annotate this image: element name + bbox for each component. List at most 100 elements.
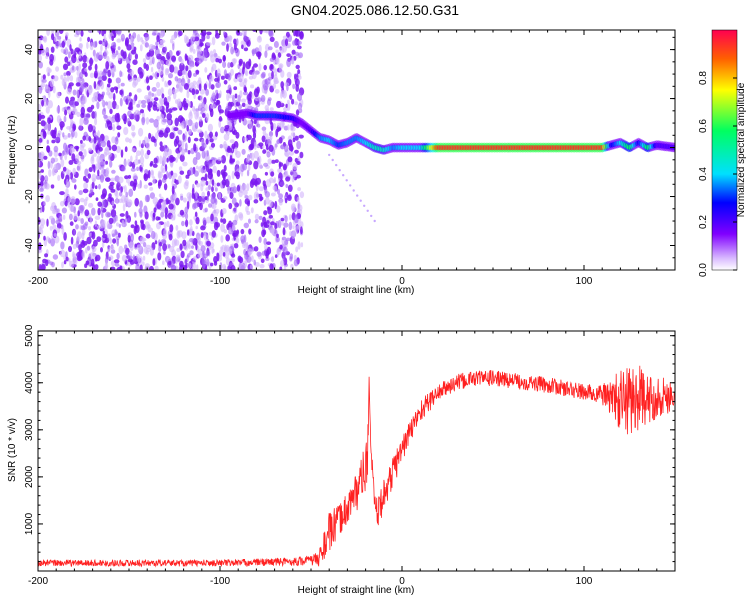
noise-speck	[266, 241, 272, 245]
noise-speck	[107, 100, 113, 110]
noise-speck	[119, 70, 122, 78]
noise-speck	[130, 233, 134, 242]
noise-speck	[152, 258, 156, 266]
noise-speck	[218, 120, 222, 128]
noise-speck	[272, 83, 277, 89]
noise-speck	[115, 104, 120, 110]
noise-speck	[98, 146, 103, 152]
noise-speck	[139, 264, 143, 270]
noise-speck	[193, 143, 197, 152]
noise-speck	[96, 101, 100, 110]
noise-speck	[297, 79, 300, 86]
faint-diagonal-point	[356, 194, 359, 197]
noise-speck	[80, 144, 85, 152]
noise-speck	[280, 217, 285, 222]
noise-speck	[116, 30, 122, 35]
noise-speck	[227, 72, 232, 81]
noise-speck	[182, 134, 187, 142]
y-tick-label: 1000	[24, 512, 35, 535]
y-tick-label: -40	[24, 238, 35, 253]
noise-speck	[146, 85, 151, 91]
noise-speck	[179, 243, 183, 251]
noise-speck	[170, 161, 174, 168]
noise-speck	[111, 35, 114, 42]
noise-speck	[44, 86, 51, 93]
noise-speck	[89, 189, 94, 195]
noise-speck	[220, 223, 226, 233]
noise-speck	[257, 51, 261, 60]
noise-speck	[137, 99, 143, 105]
noise-speck	[211, 179, 215, 187]
noise-speck	[123, 185, 127, 194]
noise-speck	[126, 178, 130, 184]
noise-speck	[151, 32, 157, 36]
noise-speck	[80, 106, 86, 116]
noise-speck	[198, 103, 203, 109]
noise-speck	[103, 51, 107, 60]
noise-speck	[135, 154, 138, 161]
spectrogram-frame	[37, 29, 676, 271]
noise-speck	[149, 265, 154, 270]
noise-speck	[39, 206, 43, 214]
noise-speck	[115, 50, 119, 56]
noise-speck	[147, 227, 153, 233]
noise-speck	[158, 193, 162, 198]
noise-speck	[148, 132, 152, 140]
noise-speck	[102, 233, 108, 239]
noise-speck	[134, 197, 139, 207]
noise-speck	[129, 52, 132, 60]
noise-speck	[269, 135, 273, 141]
noise-speck	[131, 77, 135, 81]
noise-speck	[223, 229, 227, 234]
noise-speck	[45, 175, 49, 182]
noise-speck	[61, 207, 67, 214]
noise-speck	[175, 224, 179, 231]
noise-speck	[38, 158, 41, 167]
noise-speck	[211, 230, 216, 238]
noise-speck	[262, 83, 269, 91]
noise-speck	[136, 34, 141, 43]
noise-speck	[42, 185, 46, 190]
noise-speck	[284, 197, 288, 204]
noise-speck	[40, 49, 47, 56]
noise-speck	[270, 64, 274, 70]
noise-speck	[247, 164, 251, 172]
noise-speck	[88, 202, 94, 208]
noise-speck	[273, 185, 278, 193]
noise-speck	[176, 248, 181, 252]
noise-speck	[276, 205, 281, 213]
noise-speck	[80, 218, 84, 225]
noise-speck	[144, 194, 150, 203]
noise-speck	[185, 219, 189, 228]
noise-speck	[294, 149, 299, 154]
noise-speck	[216, 182, 221, 187]
noise-speck	[138, 127, 144, 137]
y-tick-label: 4000	[24, 371, 35, 394]
noise-speck	[185, 65, 189, 72]
noise-speck	[82, 135, 86, 141]
noise-speck	[216, 99, 221, 105]
noise-speck	[59, 200, 65, 207]
noise-speck	[151, 217, 155, 222]
noise-speck	[286, 58, 291, 68]
noise-speck	[233, 42, 237, 51]
noise-speck	[114, 113, 120, 122]
noise-speck	[183, 83, 189, 90]
noise-speck	[189, 225, 193, 235]
noise-speck	[56, 91, 61, 99]
noise-speck	[228, 220, 233, 230]
y-tick-label: 0	[24, 144, 35, 150]
noise-speck	[246, 156, 250, 163]
noise-speck	[258, 142, 264, 147]
noise-speck	[216, 92, 219, 100]
noise-speck	[134, 109, 140, 115]
noise-speck	[101, 30, 105, 37]
noise-speck	[113, 259, 120, 264]
noise-speck	[48, 169, 52, 177]
noise-speck	[72, 89, 77, 96]
noise-speck	[155, 216, 160, 221]
noise-speck	[66, 88, 72, 95]
noise-speck	[189, 219, 193, 226]
noise-speck	[180, 250, 185, 259]
noise-speck	[218, 109, 224, 114]
